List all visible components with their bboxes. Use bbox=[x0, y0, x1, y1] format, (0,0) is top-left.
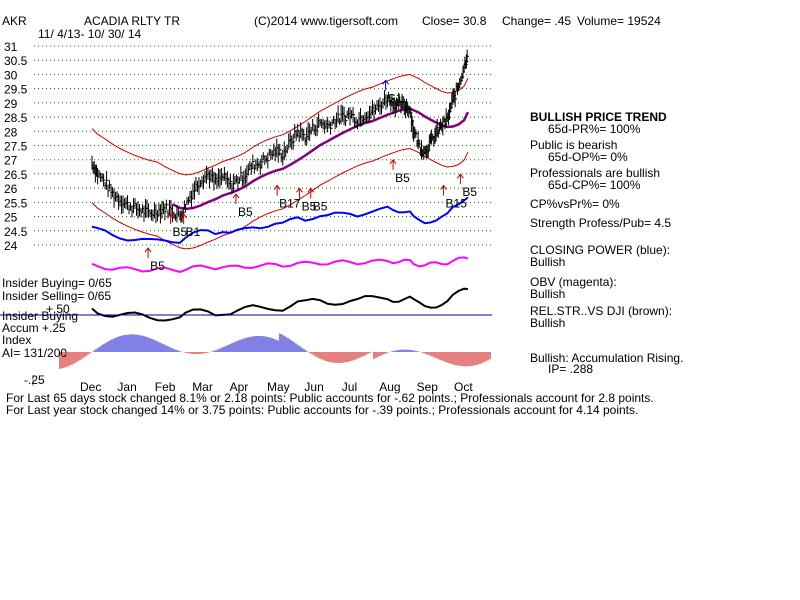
closing-power-line bbox=[91, 196, 469, 244]
signal-label: B5 bbox=[238, 205, 253, 219]
y-tick-label: 27.5 bbox=[4, 140, 28, 154]
bollinger-bands bbox=[91, 73, 470, 250]
insider-buying-label-2: Insider Buying bbox=[2, 309, 78, 323]
signal-arrow bbox=[456, 173, 464, 185]
insider-buying-label: Insider Buying= 0/65 bbox=[2, 276, 112, 290]
y-tick-label: 28 bbox=[4, 125, 18, 139]
signal-label: B5 bbox=[313, 199, 328, 213]
signal-label: B5 bbox=[150, 259, 165, 273]
y-axis-tick-labels: 3130.53029.52928.52827.52726.52625.52524… bbox=[4, 40, 28, 253]
indicator-lines bbox=[0, 196, 492, 322]
professionals-title: Professionals are bullish bbox=[530, 166, 660, 180]
y-tick-label: 28.5 bbox=[4, 111, 28, 125]
x-tick-label: Aug bbox=[379, 380, 400, 394]
index-label: Index bbox=[2, 333, 31, 347]
obv-value: Bullish bbox=[530, 287, 565, 301]
signal-arrow bbox=[382, 79, 389, 91]
y-tick-label: 30.5 bbox=[4, 54, 28, 68]
signal-arrow bbox=[167, 213, 174, 224]
ip-value: IP= .288 bbox=[548, 362, 593, 376]
closing-power-value: Bullish bbox=[530, 255, 565, 269]
accumulation-histogram bbox=[59, 333, 491, 369]
x-tick-label: Feb bbox=[155, 380, 176, 394]
public-value: 65d-OP%= 0% bbox=[548, 150, 628, 164]
relstr-title: REL.STR..VS DJI (brown): bbox=[530, 304, 672, 318]
y-tick-label: 29.5 bbox=[4, 83, 28, 97]
signal-arrow bbox=[180, 213, 188, 224]
copyright: (C)2014 www.tigersoft.com bbox=[254, 14, 398, 28]
signal-label: B5 bbox=[462, 185, 477, 199]
signal-arrow bbox=[144, 247, 152, 259]
signal-label: B5 bbox=[173, 225, 188, 239]
y-tick-label: 24 bbox=[4, 239, 18, 253]
upper-band bbox=[91, 73, 469, 176]
signal-label: B15 bbox=[446, 197, 468, 211]
x-tick-label: Apr bbox=[230, 380, 249, 394]
signal-arrow bbox=[273, 184, 281, 196]
x-tick-label: Jun bbox=[304, 380, 323, 394]
date-range: 11/ 4/13- 10/ 30/ 14 bbox=[38, 27, 142, 41]
obv-line bbox=[91, 256, 469, 274]
signal-label: S1 bbox=[388, 91, 403, 105]
signal-label: B5 bbox=[302, 199, 317, 213]
x-tick-label: Oct bbox=[454, 380, 473, 394]
insider-selling-label: Insider Selling= 0/65 bbox=[2, 289, 111, 303]
footer-65-days: For Last 65 days stock changed 8.1% or 2… bbox=[6, 391, 654, 405]
trend-title: BULLISH PRICE TREND bbox=[530, 110, 667, 124]
signal-label: B17 bbox=[279, 197, 301, 211]
closing-power-title: CLOSING POWER (blue): bbox=[530, 243, 670, 257]
accum-tick-plus: +.25 bbox=[42, 321, 66, 335]
price-bars bbox=[91, 49, 470, 224]
y-tick-label: 29 bbox=[4, 97, 18, 111]
y-tick-label: 24.5 bbox=[4, 225, 28, 239]
x-tick-label: May bbox=[267, 380, 290, 394]
accum-label: Accum bbox=[2, 321, 39, 335]
ai-label: AI= 131/200 bbox=[2, 346, 67, 360]
y-tick-label: 30 bbox=[4, 68, 18, 82]
relative-strength-line bbox=[91, 287, 469, 322]
y-tick-label: 31 bbox=[4, 40, 18, 54]
relstr-value: Bullish bbox=[530, 316, 565, 330]
signal-arrow bbox=[440, 184, 447, 196]
public-title: Public is bearish bbox=[530, 138, 617, 152]
signal-label: B1 bbox=[186, 225, 201, 239]
change-value: Change= .45 bbox=[502, 14, 571, 28]
trend-value: 65d-PR%= 100% bbox=[548, 122, 641, 136]
y-tick-label: 27 bbox=[4, 154, 18, 168]
accum-mid-label: +.50 bbox=[46, 302, 70, 316]
professionals-value: 65d-CP%= 100% bbox=[548, 178, 641, 192]
signal-arrow bbox=[307, 187, 315, 199]
x-tick-label: Sep bbox=[417, 380, 439, 394]
moving-average-line bbox=[171, 107, 470, 211]
signal-arrow bbox=[389, 159, 397, 170]
accum-tick-minus: -.25 bbox=[24, 373, 45, 387]
cp-vs-pr: CP%vsPr%= 0% bbox=[530, 197, 620, 211]
signal-label: B5 bbox=[395, 171, 410, 185]
company-name: ACADIA RLTY TR bbox=[84, 14, 180, 28]
obv-title: OBV (magenta): bbox=[530, 275, 617, 289]
symbol: AKR bbox=[2, 14, 27, 28]
close-value: Close= 30.8 bbox=[422, 14, 487, 28]
x-axis-month-labels: Dec Jan Feb Mar Apr May Jun Jul Aug Sep Oct bbox=[32, 375, 473, 394]
y-tick-label: 25.5 bbox=[4, 196, 28, 210]
x-tick-label: Jul bbox=[342, 380, 357, 394]
footer-last-year: For Last year stock changed 14% or 3.75 … bbox=[6, 403, 638, 417]
signal-arrow bbox=[296, 187, 303, 199]
lower-band bbox=[91, 147, 469, 250]
x-tick-label: Jan bbox=[117, 380, 136, 394]
x-tick-label: Mar bbox=[192, 380, 213, 394]
signal-arrow bbox=[232, 193, 240, 205]
price-gridlines bbox=[34, 45, 492, 246]
y-tick-label: 26.5 bbox=[4, 168, 28, 182]
accum-summary: Bullish: Accumulation Rising. bbox=[530, 351, 683, 365]
y-tick-label: 26 bbox=[4, 182, 18, 196]
strength-ratio: Strength Profess/Pub= 4.5 bbox=[530, 216, 671, 230]
volume-value: Volume= 19524 bbox=[577, 14, 661, 28]
y-tick-label: 25 bbox=[4, 211, 18, 225]
x-tick-label: Dec bbox=[80, 380, 101, 394]
